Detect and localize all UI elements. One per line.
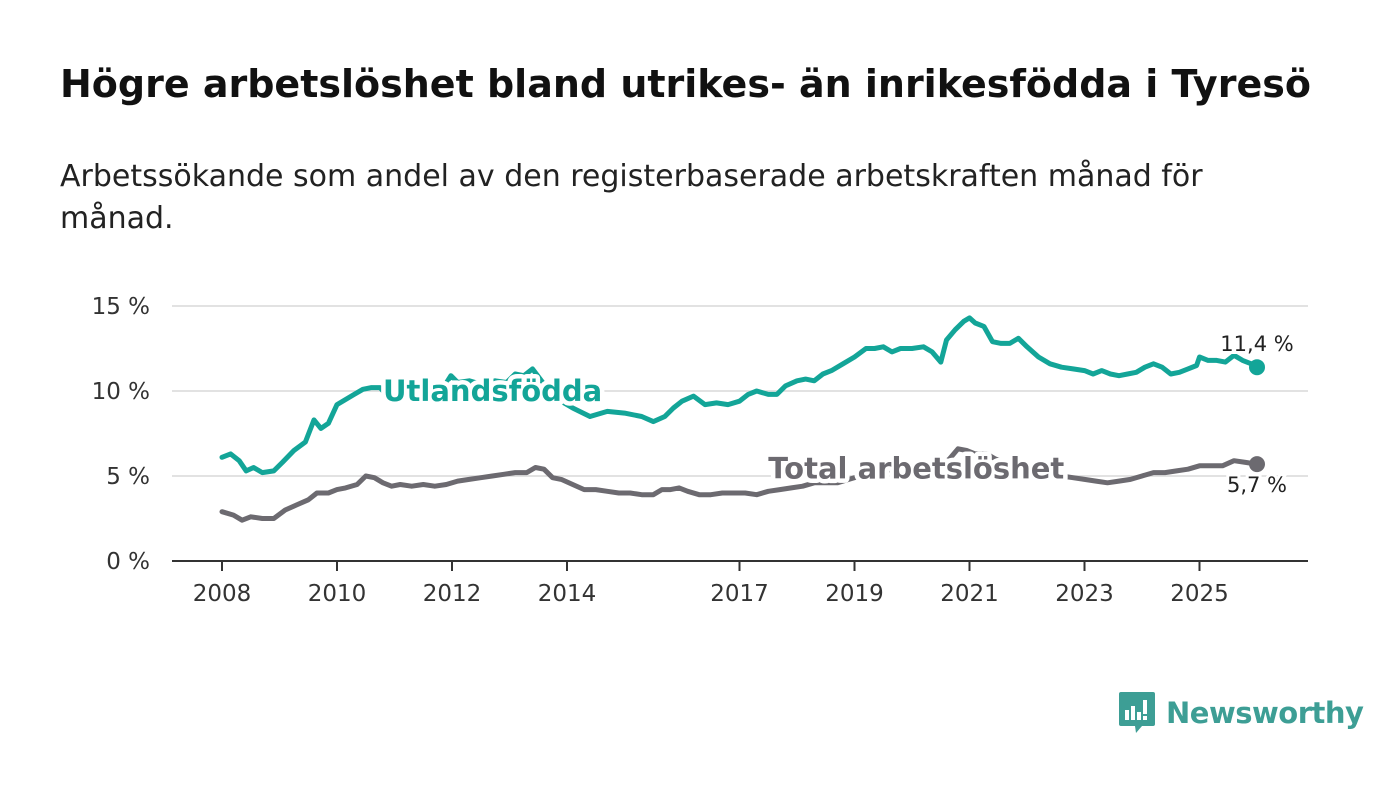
utlandsfodda-label: Utlandsfödda — [383, 374, 602, 408]
newsworthy-logo[interactable]: Newsworthy — [1118, 690, 1364, 736]
total-line — [219, 446, 1260, 523]
total-label: Total arbetslöshet — [768, 452, 1064, 486]
x-tick-label: 2008 — [193, 581, 252, 607]
newsworthy-logo-icon — [1119, 692, 1155, 733]
y-tick-label: 0 % — [106, 549, 150, 575]
utlandsfodda-line — [219, 315, 1260, 476]
total-end-marker — [1249, 456, 1265, 473]
x-tick-label: 2023 — [1055, 581, 1114, 607]
x-tick-label: 2014 — [538, 581, 597, 607]
chart-title: Högre arbetslöshet bland utrikes- än inr… — [60, 62, 1311, 106]
series-lines — [219, 315, 1265, 523]
utlandsfodda-end-marker — [1249, 359, 1265, 376]
y-tick-label: 10 % — [92, 379, 150, 405]
newsworthy-logo-text: Newsworthy — [1166, 696, 1364, 730]
total-end-label: 5,7 % — [1227, 473, 1287, 497]
chart-subtitle: Arbetssökande som andel av den registerb… — [60, 159, 1203, 236]
utlandsfodda-end-label: 11,4 % — [1220, 332, 1293, 356]
series-labels: Utlandsfödda Total arbetslöshet 11,4 % 5,7 … — [379, 329, 1297, 500]
axes: 0 % 5 % 10 % 15 % 2008 2010 2012 2014 2017 2019 20… — [92, 294, 1308, 607]
x-tick-label: 2010 — [308, 581, 367, 607]
x-tick-label: 2012 — [423, 581, 482, 607]
x-tick-label: 2019 — [825, 581, 884, 607]
grid-lines — [172, 305, 1308, 477]
y-tick-label: 5 % — [106, 464, 150, 490]
x-tick-label: 2021 — [940, 581, 999, 607]
y-tick-label: 15 % — [92, 294, 150, 320]
x-tick-label: 2025 — [1170, 581, 1229, 607]
x-tick-label: 2017 — [710, 581, 769, 607]
